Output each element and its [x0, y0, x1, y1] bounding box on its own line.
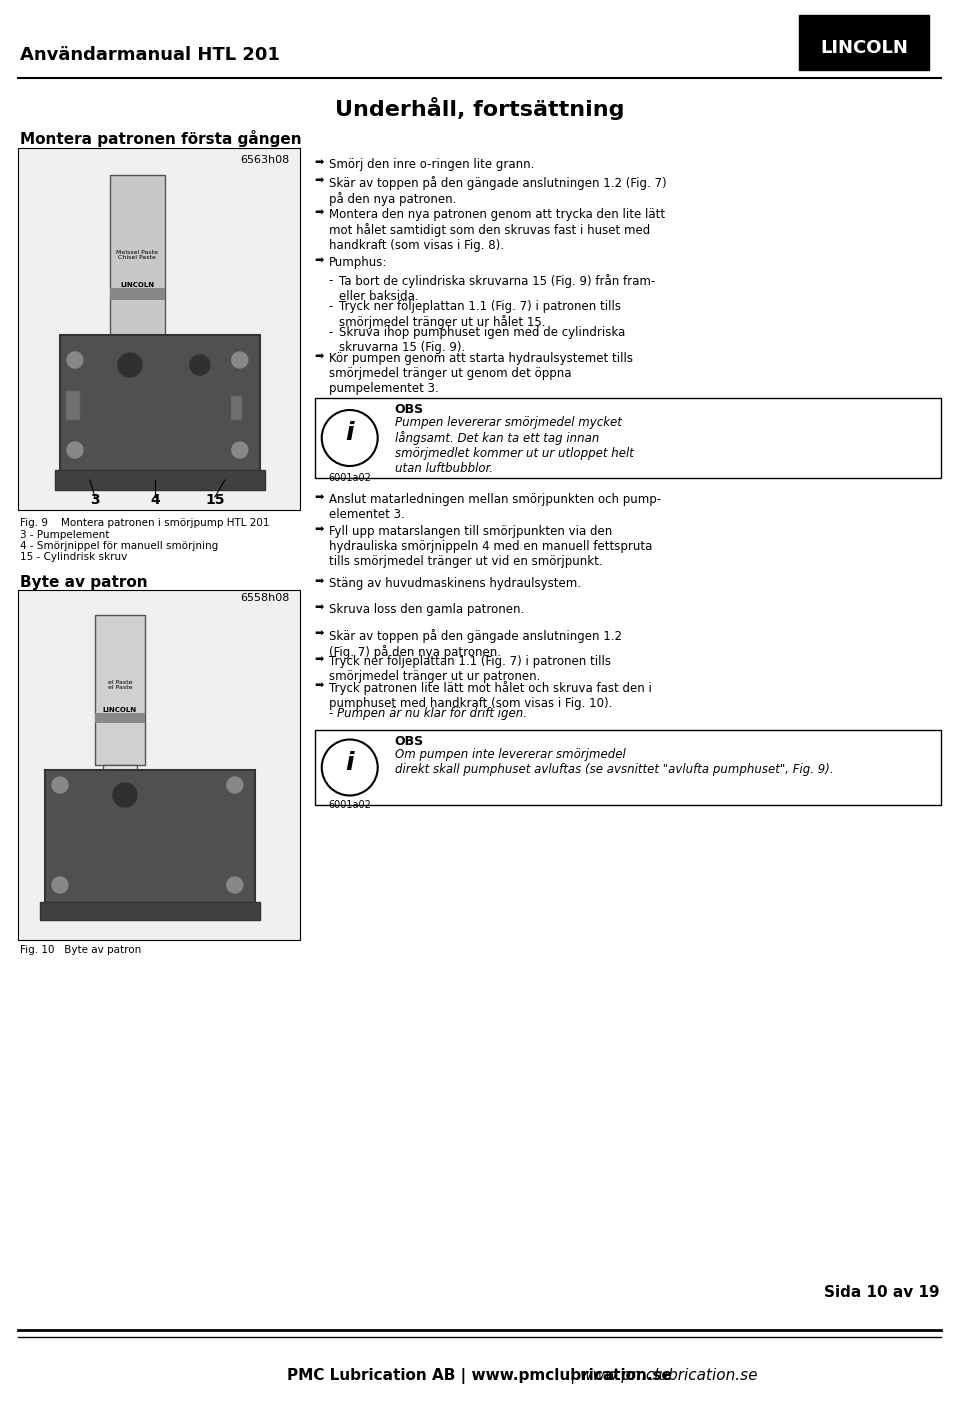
Text: 3 - Pumpelement: 3 - Pumpelement [20, 530, 109, 539]
Text: i: i [346, 751, 354, 775]
Text: Ta bort de cylindriska skruvarna 15 (Fig. 9) från fram-
eller baksida.: Ta bort de cylindriska skruvarna 15 (Fig… [339, 275, 655, 303]
Text: Skär av toppen på den gängade anslutningen 1.2
(Fig. 7) på den nya patronen.: Skär av toppen på den gängade anslutning… [328, 629, 622, 658]
Circle shape [67, 352, 83, 368]
Circle shape [52, 778, 68, 793]
Circle shape [190, 354, 210, 375]
Text: ➡: ➡ [315, 207, 324, 219]
Bar [40, 902, 260, 920]
Text: Meissel Paste
Chisel Paste: Meissel Paste Chisel Paste [116, 249, 158, 261]
Text: PMC Lubrication AB | www.pmclubrication.se: PMC Lubrication AB | www.pmclubrication.… [287, 1367, 672, 1384]
Bar [315, 398, 941, 478]
Text: 4 - Smörjnippel för manuell smörjning: 4 - Smörjnippel för manuell smörjning [20, 541, 218, 551]
Text: 3: 3 [90, 493, 100, 507]
Text: -: - [328, 275, 333, 287]
Text: 15: 15 [205, 493, 225, 507]
Text: Montera den nya patronen genom att trycka den lite lätt
mot hålet samtidigt som : Montera den nya patronen genom att tryck… [328, 207, 665, 252]
Text: -: - [328, 300, 333, 312]
Text: LINCOLN: LINCOLN [120, 282, 155, 289]
Text: ➡: ➡ [315, 602, 324, 614]
Text: ➡: ➡ [315, 352, 324, 361]
Bar [95, 713, 145, 723]
Text: ➡: ➡ [315, 493, 324, 503]
Text: Pumpen levererar smörjmedel mycket
långsamt. Det kan ta ett tag innan
smörjmedle: Pumpen levererar smörjmedel mycket långs… [395, 416, 634, 475]
Text: i: i [346, 420, 354, 446]
Text: Byte av patron: Byte av patron [20, 574, 148, 590]
Text: ➡: ➡ [315, 629, 324, 639]
Text: el Paste
el Paste: el Paste el Paste [108, 679, 132, 691]
Circle shape [231, 441, 248, 458]
Circle shape [227, 877, 243, 892]
Text: Skruva loss den gamla patronen.: Skruva loss den gamla patronen. [328, 602, 524, 616]
Text: Tryck patronen lite lätt mot hålet och skruva fast den i
pumphuset med handkraft: Tryck patronen lite lätt mot hålet och s… [328, 681, 652, 710]
Text: OBS: OBS [395, 403, 423, 416]
Text: 4: 4 [150, 493, 159, 507]
Text: Skär av toppen på den gängade anslutningen 1.2 (Fig. 7)
på den nya patronen.: Skär av toppen på den gängade anslutning… [328, 177, 666, 206]
Text: Tryck ner följeplattan 1.1 (Fig. 7) i patronen tills
smörjmedel tränger ut ur pa: Tryck ner följeplattan 1.1 (Fig. 7) i pa… [328, 656, 611, 684]
Text: Pumphus:: Pumphus: [328, 256, 387, 269]
Text: ➡: ➡ [315, 656, 324, 665]
Text: ➡: ➡ [315, 256, 324, 266]
Text: 6001a02: 6001a02 [328, 800, 372, 810]
Circle shape [113, 783, 137, 807]
Circle shape [322, 410, 377, 467]
Text: Anslut matarledningen mellan smörjpunkten och pump-
elementet 3.: Anslut matarledningen mellan smörjpunkte… [328, 493, 660, 521]
Bar [109, 175, 165, 340]
Text: Smörj den inre o-ringen lite grann.: Smörj den inre o-ringen lite grann. [328, 158, 534, 171]
Text: Fyll upp matarslangen till smörjpunkten via den
hydrauliska smörjnippeln 4 med e: Fyll upp matarslangen till smörjpunkten … [328, 525, 652, 567]
Text: OBS: OBS [395, 736, 423, 748]
Circle shape [118, 353, 142, 377]
Text: 6001a02: 6001a02 [328, 474, 372, 483]
Bar [315, 730, 941, 806]
Text: ➡: ➡ [315, 577, 324, 587]
Text: Kör pumpen genom att starta hydraulsystemet tills
smörjmedel tränger ut genom de: Kör pumpen genom att starta hydraulsyste… [328, 352, 633, 395]
Text: Fig. 9    Montera patronen i smörjpump HTL 201: Fig. 9 Montera patronen i smörjpump HTL … [20, 518, 270, 528]
Text: LINCOLN: LINCOLN [103, 708, 137, 713]
Text: 6558h08: 6558h08 [240, 593, 290, 602]
Text: - Pumpen är nu klar för drift igen.: - Pumpen är nu klar för drift igen. [328, 708, 527, 720]
Bar [103, 765, 137, 778]
Bar [55, 469, 265, 490]
Text: 6563h08: 6563h08 [241, 156, 290, 165]
Bar [60, 335, 260, 475]
Text: Om pumpen inte levererar smörjmedel
direkt skall pumphuset avluftas (se avsnitte: Om pumpen inte levererar smörjmedel dire… [395, 748, 833, 776]
Text: Underhåll, fortsättning: Underhåll, fortsättning [335, 97, 624, 119]
Text: Skruva ihop pumphuset igen med de cylindriska
skruvarna 15 (Fig. 9).: Skruva ihop pumphuset igen med de cylind… [339, 326, 625, 354]
Bar [95, 615, 145, 765]
Text: Stäng av huvudmaskinens hydraulsystem.: Stäng av huvudmaskinens hydraulsystem. [328, 577, 581, 590]
Circle shape [67, 441, 83, 458]
FancyBboxPatch shape [800, 15, 929, 70]
Circle shape [231, 352, 248, 368]
Text: Fig. 10   Byte av patron: Fig. 10 Byte av patron [20, 946, 141, 955]
Bar [65, 389, 80, 420]
Circle shape [322, 740, 377, 796]
Text: Användarmanual HTL 201: Användarmanual HTL 201 [20, 46, 280, 64]
Circle shape [52, 877, 68, 892]
Text: -: - [328, 326, 333, 339]
Text: Sida 10 av 19: Sida 10 av 19 [824, 1285, 939, 1300]
Text: ➡: ➡ [315, 158, 324, 168]
Text: | www.pmclubrication.se: | www.pmclubrication.se [569, 1367, 757, 1384]
Bar [18, 149, 300, 510]
Bar [120, 340, 155, 354]
Circle shape [227, 778, 243, 793]
Bar [45, 771, 254, 911]
Bar [18, 590, 300, 940]
Text: 15 - Cylindrisk skruv: 15 - Cylindrisk skruv [20, 552, 128, 562]
Bar [109, 289, 165, 300]
Bar [229, 395, 242, 420]
Text: Tryck ner följeplattan 1.1 (Fig. 7) i patronen tills
smörjmedel tränger ut ur hå: Tryck ner följeplattan 1.1 (Fig. 7) i pa… [339, 300, 621, 329]
Text: Montera patronen första gången: Montera patronen första gången [20, 129, 301, 147]
Text: ®: ® [924, 63, 931, 73]
Text: ➡: ➡ [315, 681, 324, 691]
Text: LINCOLN: LINCOLN [821, 39, 908, 57]
Text: ➡: ➡ [315, 177, 324, 186]
Text: ➡: ➡ [315, 525, 324, 535]
